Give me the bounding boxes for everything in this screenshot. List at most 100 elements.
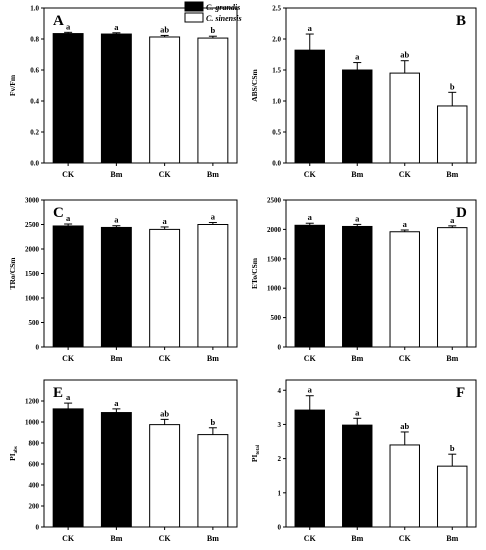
bar <box>294 409 325 528</box>
x-tick-label: Bm <box>110 534 122 543</box>
y-axis-label: PIabs <box>8 446 19 461</box>
x-tick-label: Bm <box>351 354 363 363</box>
y-tick-label: 2.0 <box>272 36 281 44</box>
x-tick-label: CK <box>62 354 75 363</box>
y-tick-label: 3000 <box>25 197 40 205</box>
significance-label: a <box>355 213 360 223</box>
y-tick-label: 1500 <box>267 255 282 263</box>
chart-panel-a: 0.0 0.2 0.4 0.6 0.8 1.0 a CK a Bm ab CK b Bm A Fv/Fm <box>8 5 238 179</box>
bar <box>52 408 84 528</box>
y-tick-label: 0.2 <box>30 129 39 137</box>
bar <box>100 412 132 528</box>
legend: C. grandis C. sinensis <box>184 1 242 23</box>
legend-swatch-series-2 <box>184 12 204 23</box>
bar <box>389 72 420 164</box>
bar <box>52 225 84 348</box>
bar <box>100 33 132 164</box>
bar <box>294 49 325 164</box>
y-axis-label: ABS/CSm <box>250 68 259 101</box>
significance-label: a <box>355 52 360 62</box>
y-tick-label: 0.0 <box>30 160 39 168</box>
panels: 0.00.20.40.60.81.0aCKaBmabCKbBmAFv/Fm0.0… <box>8 5 477 543</box>
bar <box>52 33 84 164</box>
y-tick-label: 0.8 <box>30 36 39 44</box>
y-tick-label: 500 <box>29 319 40 327</box>
x-tick-label: Bm <box>446 170 458 179</box>
x-tick-label: CK <box>159 170 172 179</box>
y-tick-label: 400 <box>29 482 40 490</box>
significance-label: ab <box>160 24 169 34</box>
x-tick-label: CK <box>62 534 75 543</box>
bar <box>389 444 420 528</box>
y-tick-label: 800 <box>29 440 40 448</box>
y-tick-label: 2500 <box>267 197 282 205</box>
panel-letter: C <box>53 205 64 221</box>
panel-letter: F <box>456 385 465 401</box>
bar <box>197 224 229 348</box>
plot-frame <box>285 379 477 528</box>
significance-label: a <box>450 215 455 225</box>
significance-label: ab <box>400 421 409 431</box>
chart-panel-e: 0 200 400 600 800 1000 1200 a CK a Bm ab CK b Bm E PIabs <box>8 379 238 543</box>
x-tick-label: Bm <box>207 170 219 179</box>
bar <box>149 36 181 164</box>
bar <box>342 69 373 164</box>
y-tick-label: 3 <box>278 421 282 429</box>
x-tick-label: CK <box>399 170 412 179</box>
y-tick-label: 200 <box>29 503 40 511</box>
panel-letter: D <box>456 205 467 221</box>
y-axis-label: TRo/CSm <box>8 257 17 290</box>
x-tick-label: CK <box>304 534 317 543</box>
y-tick-label: 1200 <box>25 398 40 406</box>
bar <box>437 227 468 348</box>
plot-frame <box>285 7 477 164</box>
bar <box>342 424 373 528</box>
plot-frame <box>285 199 477 348</box>
significance-label: ab <box>400 50 409 60</box>
x-tick-label: Bm <box>110 170 122 179</box>
bar <box>149 228 181 348</box>
plot-frame <box>43 379 238 528</box>
y-axis-label: Fv/Fm <box>8 74 17 96</box>
x-tick-label: CK <box>399 354 412 363</box>
panel-letter: A <box>53 13 64 29</box>
x-tick-label: Bm <box>110 354 122 363</box>
significance-label: b <box>211 417 216 427</box>
chart-panel-b: 0.0 0.5 1.0 1.5 2.0 2.5 a CK a Bm ab CK b Bm B ABS/CSm <box>250 5 477 179</box>
plot-frame <box>43 7 238 164</box>
significance-label: a <box>403 219 408 229</box>
significance-label: a <box>66 213 71 223</box>
bar <box>197 434 229 528</box>
x-tick-label: CK <box>159 354 172 363</box>
x-tick-label: CK <box>159 534 172 543</box>
y-tick-label: 0 <box>278 524 282 532</box>
panel-letter: B <box>456 13 466 29</box>
legend-label-series-1: C. grandis <box>206 3 240 12</box>
y-tick-label: 2000 <box>267 226 282 234</box>
y-tick-label: 600 <box>29 461 40 469</box>
significance-label: b <box>211 25 216 35</box>
y-tick-label: 2 <box>278 455 282 463</box>
y-tick-label: 1.5 <box>272 67 281 75</box>
significance-label: a <box>308 212 313 222</box>
bar <box>389 231 420 348</box>
y-tick-label: 1000 <box>25 295 40 303</box>
significance-label: a <box>211 212 216 222</box>
significance-label: a <box>114 22 119 32</box>
significance-label: a <box>114 398 119 408</box>
bar <box>197 37 229 164</box>
y-tick-label: 1 <box>278 489 282 497</box>
y-tick-label: 2000 <box>25 246 40 254</box>
y-tick-label: 1.0 <box>30 5 39 13</box>
y-tick-label: 0.6 <box>30 67 39 75</box>
x-tick-label: Bm <box>351 534 363 543</box>
y-tick-label: 0.5 <box>272 129 281 137</box>
y-tick-label: 1000 <box>25 419 40 427</box>
y-axis-label: PItotal <box>250 444 261 462</box>
significance-label: b <box>450 81 455 91</box>
x-tick-label: Bm <box>207 354 219 363</box>
significance-label: a <box>66 392 71 402</box>
y-tick-label: 0 <box>36 344 40 352</box>
y-tick-label: 1500 <box>25 270 40 278</box>
